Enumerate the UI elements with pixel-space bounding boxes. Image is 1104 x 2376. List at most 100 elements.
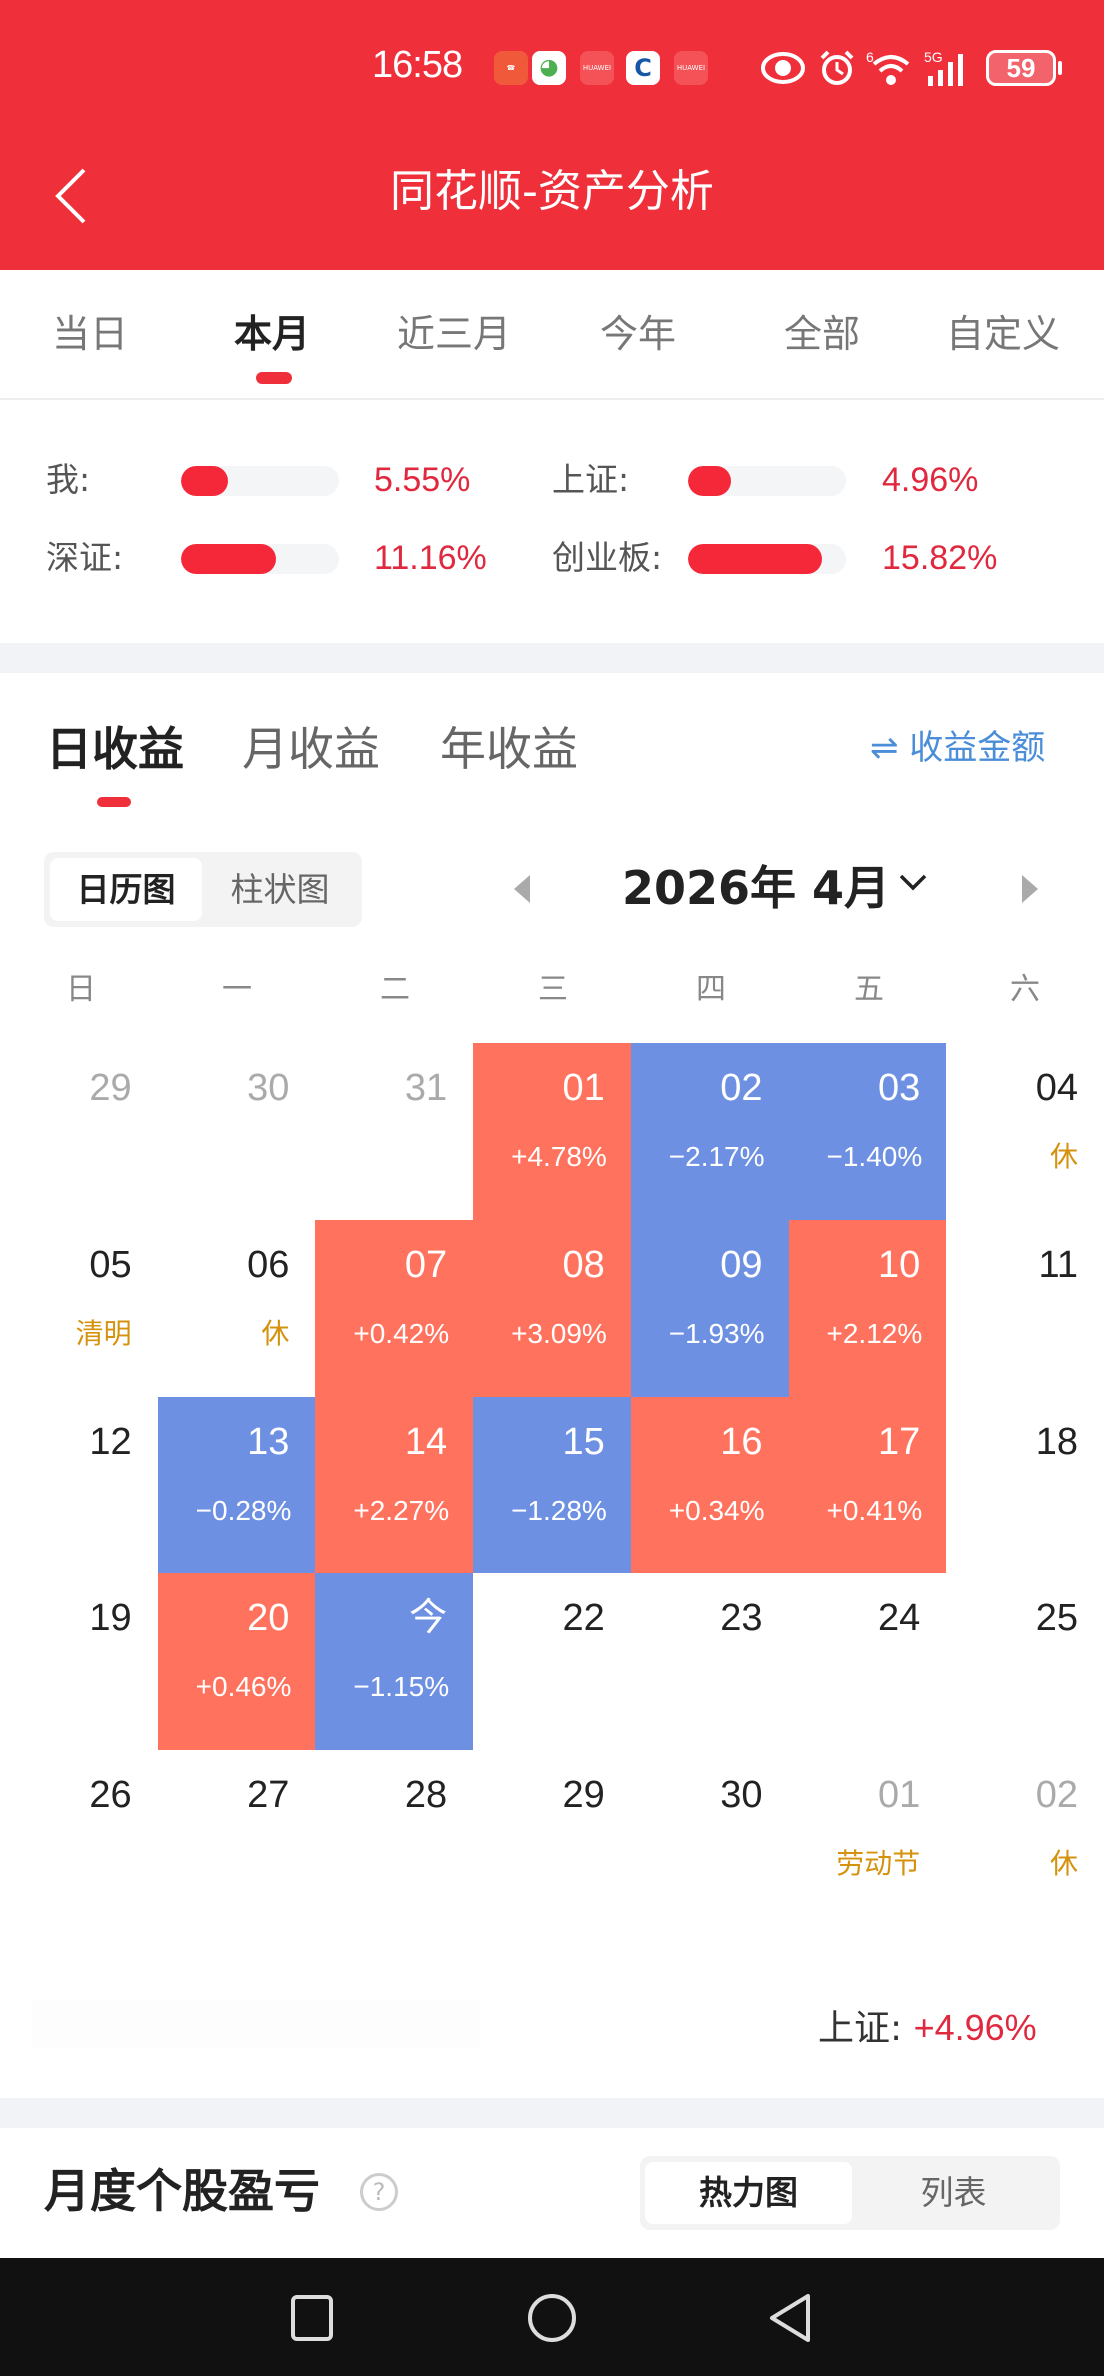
heatmap-view-button[interactable]: 热力图 [645, 2162, 852, 2224]
calendar-day-cell[interactable]: 24 [789, 1573, 947, 1750]
tab-daily-earnings[interactable]: 日收益 [46, 722, 184, 776]
back-triangle-icon[interactable] [766, 2292, 814, 2344]
calendar-day-cell[interactable]: 02 −2.17% [630, 1043, 789, 1220]
calendar-day-cell[interactable]: 30 [631, 1750, 789, 1927]
calendar-day-cell[interactable]: 29 [473, 1750, 631, 1927]
month-selector[interactable]: 2026年 4月 [622, 861, 891, 915]
tab-all[interactable]: 全部 [784, 312, 861, 356]
period-tabs: 当日 本月 近三月 今年 全部 自定义 [0, 270, 1104, 400]
next-month-button[interactable] [1022, 875, 1038, 903]
tab-custom[interactable]: 自定义 [946, 312, 1061, 356]
day-number: 29 [562, 1774, 605, 1817]
day-number: 25 [1035, 1597, 1078, 1640]
weekday-sun: 日 [66, 972, 96, 1007]
day-change-percent: +2.12% [826, 1317, 923, 1349]
calendar-day-cell[interactable]: 16 +0.34% [630, 1396, 789, 1574]
day-change-percent: −1.40% [826, 1141, 923, 1172]
calendar-day-cell[interactable]: 01 劳动节 [789, 1750, 947, 1927]
recents-square-icon[interactable] [290, 2294, 334, 2342]
home-circle-icon[interactable] [526, 2292, 578, 2344]
tab-today[interactable]: 当日 [52, 312, 129, 356]
day-number: 23 [720, 1597, 763, 1640]
compare-label-sh: 上证: [552, 460, 630, 499]
section-title-monthly-stocks: 月度个股盈亏 [44, 2164, 320, 2218]
calendar-day-cell[interactable]: 25 [946, 1573, 1104, 1750]
compare-label-me: 我: [46, 460, 91, 499]
day-change-percent: −1.93% [668, 1317, 765, 1349]
calendar-day-cell[interactable]: 28 [315, 1750, 473, 1927]
active-tab-indicator [256, 372, 292, 384]
day-number: 18 [1035, 1420, 1078, 1463]
switch-amount-button[interactable]: ⇌ 收益金额 [870, 728, 1046, 768]
calendar-day-cell[interactable]: 06 休 [158, 1220, 316, 1397]
calendar-day-cell[interactable]: 31 [315, 1043, 473, 1220]
calendar-day-cell[interactable]: 20 +0.46% [157, 1573, 316, 1751]
tab-three-months[interactable]: 近三月 [397, 312, 512, 356]
day-number: 13 [247, 1420, 290, 1463]
calendar-day-cell[interactable]: 15 −1.28% [473, 1396, 631, 1574]
calendar-day-cell[interactable]: 04 休 [946, 1043, 1104, 1220]
calendar-day-cell[interactable]: 02 休 [946, 1750, 1104, 1927]
compare-value-gem: 15.82% [882, 539, 998, 577]
holiday-note: 休 [261, 1316, 290, 1350]
calendar-day-cell[interactable]: 08 +3.09% [473, 1219, 631, 1397]
day-change-percent: −0.28% [195, 1494, 292, 1526]
calendar-day-cell[interactable]: 30 [158, 1043, 316, 1220]
calendar-day-cell[interactable]: 27 [158, 1750, 316, 1927]
calendar-day-cell[interactable]: 12 [0, 1397, 158, 1574]
compare-bar-me [181, 466, 339, 496]
calendar-day-cell[interactable]: 22 [473, 1573, 631, 1750]
calendar-day-cell[interactable]: 18 [946, 1397, 1104, 1574]
day-number: 29 [89, 1067, 132, 1109]
calendar-day-cell[interactable]: 29 [0, 1043, 158, 1220]
list-view-button[interactable]: 列表 [920, 2173, 987, 2212]
battery-tip [1058, 61, 1062, 75]
calendar-day-cell[interactable]: 今 −1.15% [315, 1573, 474, 1751]
back-button[interactable] [50, 166, 90, 226]
status-time: 16:58 [372, 44, 463, 86]
day-number: 03 [877, 1067, 921, 1109]
prev-month-button[interactable] [514, 875, 530, 903]
calendar-view-button[interactable]: 日历图 [50, 858, 202, 921]
tab-monthly-earnings[interactable]: 月收益 [242, 722, 380, 776]
day-number: 31 [404, 1067, 448, 1109]
calendar-day-cell[interactable]: 09 −1.93% [630, 1219, 789, 1397]
bar-view-button[interactable]: 柱状图 [230, 870, 330, 909]
day-number: 30 [247, 1067, 290, 1109]
calendar-day-cell[interactable]: 05 清明 [0, 1220, 158, 1397]
weekday-thu: 四 [696, 972, 726, 1007]
calendar-day-cell[interactable]: 14 +2.27% [315, 1396, 474, 1574]
compare-value-me: 5.55% [374, 461, 471, 499]
day-change-percent: +0.42% [353, 1317, 450, 1349]
day-number: 26 [89, 1774, 132, 1817]
huawei-icon: HUAWEI [674, 51, 708, 85]
calendar-day-cell[interactable]: 13 −0.28% [157, 1396, 316, 1574]
calendar-day-cell[interactable]: 26 [0, 1750, 158, 1927]
day-number: 22 [562, 1597, 605, 1640]
calendar-day-cell[interactable]: 23 [631, 1573, 789, 1750]
index-summary: 上证: +4.96% [818, 2000, 1037, 2057]
day-number: 04 [1035, 1067, 1078, 1109]
calendar-day-cell[interactable]: 01 +4.78% [473, 1043, 631, 1220]
chevron-down-icon[interactable] [898, 862, 928, 902]
calendar-day-cell[interactable]: 03 −1.40% [788, 1043, 947, 1220]
help-icon[interactable]: ? [360, 2173, 398, 2211]
tab-yearly-earnings[interactable]: 年收益 [440, 722, 578, 776]
calendar-day-cell[interactable]: 11 [946, 1220, 1104, 1397]
app-header: 16:58 ☎ ◕ HUAWEI C HUAWEI 6 5G 59 [0, 0, 1104, 270]
day-number: 02 [1035, 1774, 1078, 1817]
day-change-percent: +4.78% [511, 1141, 607, 1172]
index-label: 上证: [818, 2008, 903, 2049]
return-comparison: 我: 5.55% 上证: 4.96% 深证: 11.16% 创业板: 15.82… [0, 400, 1104, 645]
calendar-day-cell[interactable]: 07 +0.42% [315, 1219, 474, 1397]
bank-icon: C [626, 51, 660, 85]
calendar-day-cell[interactable]: 17 +0.41% [788, 1396, 947, 1574]
day-change-percent: +2.27% [353, 1494, 450, 1526]
calendar-day-cell[interactable]: 10 +2.12% [788, 1219, 947, 1397]
tab-this-month[interactable]: 本月 [234, 312, 311, 356]
day-number: 01 [877, 1774, 921, 1817]
day-number: 06 [247, 1243, 290, 1286]
calendar-day-cell[interactable]: 19 [0, 1573, 158, 1750]
chart-legend-placeholder [32, 2000, 480, 2048]
tab-this-year[interactable]: 今年 [600, 312, 677, 356]
